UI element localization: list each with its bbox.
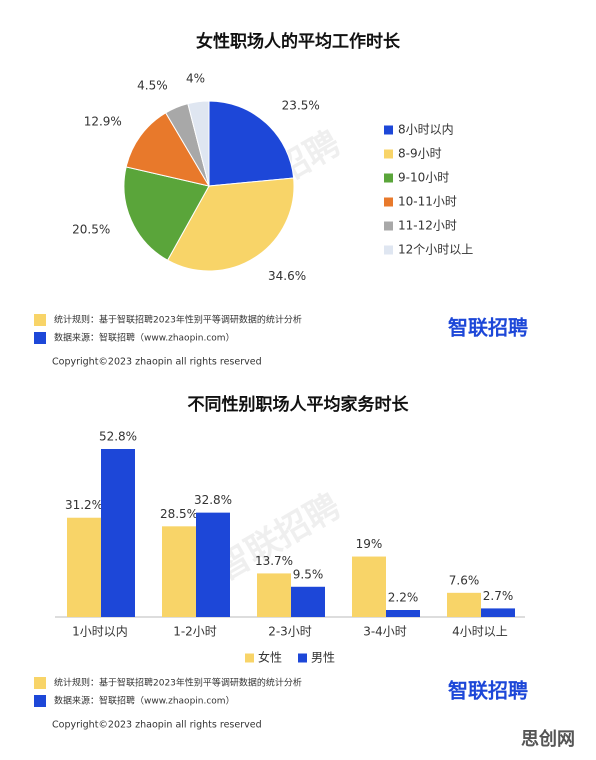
pie-slice [166,177,295,272]
chart-title: 女性职场人的平均工作时长 [196,31,401,52]
legend-swatch [245,653,254,663]
site-mark: 思创网 [521,728,575,750]
copyright: Copyright©2023 zhaopin all rights reserv… [52,357,262,368]
bar-label: 31.2% [65,498,103,512]
pie-slice [123,166,210,261]
bar [481,608,515,617]
pie-slice [187,100,210,187]
note-icon [34,677,46,689]
bar-label: 13.7% [255,554,293,568]
legend-swatch [384,221,393,231]
slice-label: 12.9% [84,115,122,129]
bar [162,526,196,617]
bar [101,449,135,617]
legend-label: 9-10小时 [398,171,449,185]
x-tick-label: 2-3小时 [268,625,312,639]
slice-label: 34.6% [268,269,306,283]
logo: 智联招聘 [448,316,528,340]
note: 统计规则：基于智联招聘2023年性别平等调研数据的统计分析 [54,677,302,689]
bar-label: 28.5% [160,507,198,521]
note-icon [34,314,46,326]
bar-label: 32.8% [194,493,232,507]
pie-slice [125,112,211,187]
copyright: Copyright©2023 zhaopin all rights reserv… [52,720,262,731]
legend-label: 11-12小时 [398,219,457,233]
legend-swatch [384,245,393,255]
slice-label: 4% [186,71,205,85]
legend-label: 8-9小时 [398,147,442,161]
slice-label: 20.5% [72,222,110,236]
bar [196,512,230,617]
bar [352,556,386,617]
legend-swatch [384,149,393,159]
legend-label: 10-11小时 [398,195,457,209]
bar [291,586,325,617]
note-icon [34,695,46,707]
bar [257,573,291,617]
x-tick-label: 3-4小时 [363,625,407,639]
bar-label: 9.5% [293,567,324,581]
bar-label: 7.6% [449,573,480,587]
slice-label: 4.5% [137,79,168,93]
legend-label: 男性 [311,651,335,665]
note: 数据来源：智联招聘（www.zhaopin.com） [54,695,235,707]
x-tick-label: 1-2小时 [173,625,217,639]
logo: 智联招聘 [448,679,528,703]
bar-label: 52.8% [99,430,137,444]
bar-label: 2.7% [483,589,514,603]
legend-label: 12个小时以上 [398,243,473,257]
x-tick-label: 4小时以上 [452,625,508,639]
legend-label: 女性 [258,650,282,665]
legend-label: 8小时以内 [398,123,454,137]
note: 数据来源：智联招聘（www.zhaopin.com） [54,332,235,344]
bar [447,592,481,617]
bar [386,610,420,617]
legend-swatch [384,197,393,207]
x-tick-label: 1小时以内 [72,625,128,639]
legend-swatch [298,653,307,663]
note: 统计规则：基于智联招聘2023年性别平等调研数据的统计分析 [54,314,302,326]
slice-label: 23.5% [282,99,320,113]
bar-label: 2.2% [388,591,419,605]
note-icon [34,332,46,344]
chart-title: 不同性别职场人平均家务时长 [188,394,410,415]
legend-swatch [384,173,393,183]
legend-swatch [384,125,393,135]
pie-slice [208,100,295,187]
bar-label: 19% [356,537,383,551]
bar [67,517,101,617]
